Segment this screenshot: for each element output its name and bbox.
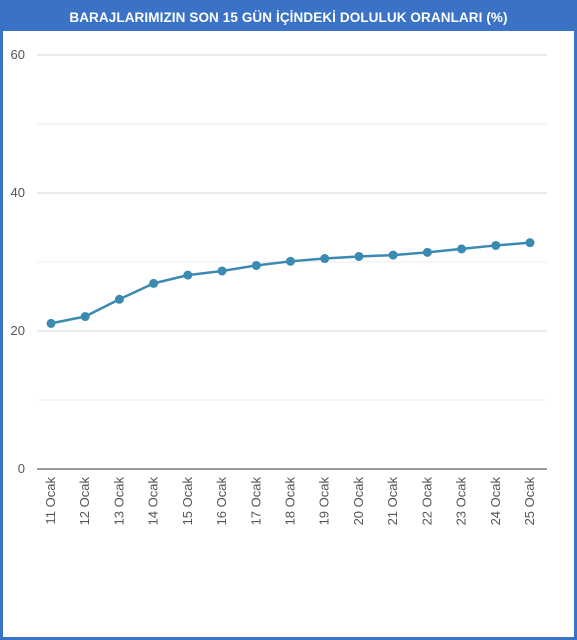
y-tick-label: 20: [11, 323, 25, 338]
y-tick-label: 40: [11, 185, 25, 200]
x-tick-label: 23 Ocak: [454, 477, 469, 526]
grid-lines: [37, 54, 547, 401]
x-tick-label: 20 Ocak: [351, 477, 366, 526]
data-point[interactable]: [388, 250, 398, 260]
x-tick-label: 19 Ocak: [317, 477, 332, 526]
series-layer: [46, 238, 535, 328]
x-tick-label: 14 Ocak: [146, 477, 161, 526]
x-tick-label: 21 Ocak: [385, 477, 400, 526]
y-axis-ticks: 0 20 40 60: [11, 47, 25, 476]
data-point[interactable]: [320, 254, 330, 264]
x-tick-label: 18 Ocak: [283, 477, 298, 526]
line-chart: 0 20 40 60 11 Ocak 12 Ocak 13 Ocak 14 Ocak 15 O…: [11, 47, 547, 526]
x-tick-label: 24 Ocak: [488, 477, 503, 526]
x-tick-label: 16 Ocak: [214, 477, 229, 526]
y-tick-label: 60: [11, 47, 25, 62]
chart-title: BARAJLARIMIZIN SON 15 GÜN İÇİNDEKİ DOLUL…: [69, 9, 508, 25]
x-tick-label: 11 Ocak: [43, 477, 58, 525]
data-point[interactable]: [80, 312, 90, 322]
title-bar: BARAJLARIMIZIN SON 15 GÜN İÇİNDEKİ DOLUL…: [3, 3, 574, 31]
x-tick-label: 22 Ocak: [419, 477, 434, 526]
data-point[interactable]: [251, 260, 261, 270]
data-point[interactable]: [183, 270, 193, 280]
data-point[interactable]: [286, 256, 295, 266]
data-point[interactable]: [525, 238, 535, 248]
x-tick-label: 13 Ocak: [111, 477, 126, 526]
data-point[interactable]: [46, 318, 56, 328]
x-tick-label: 15 Ocak: [180, 477, 195, 526]
data-point[interactable]: [149, 278, 159, 288]
data-point[interactable]: [217, 266, 227, 276]
x-tick-label: 12 Ocak: [77, 477, 92, 526]
data-point[interactable]: [491, 240, 501, 250]
data-point[interactable]: [422, 247, 432, 257]
data-point[interactable]: [354, 251, 364, 261]
data-point[interactable]: [114, 294, 124, 304]
x-axis-ticks: 11 Ocak 12 Ocak 13 Ocak 14 Ocak 15 Ocak 16 Oc…: [43, 477, 537, 526]
x-tick-label: 25 Ocak: [522, 477, 537, 526]
y-tick-label: 0: [18, 461, 25, 476]
x-tick-label: 17 Ocak: [248, 477, 263, 526]
series-line: [50, 241, 531, 325]
data-point[interactable]: [457, 244, 467, 254]
